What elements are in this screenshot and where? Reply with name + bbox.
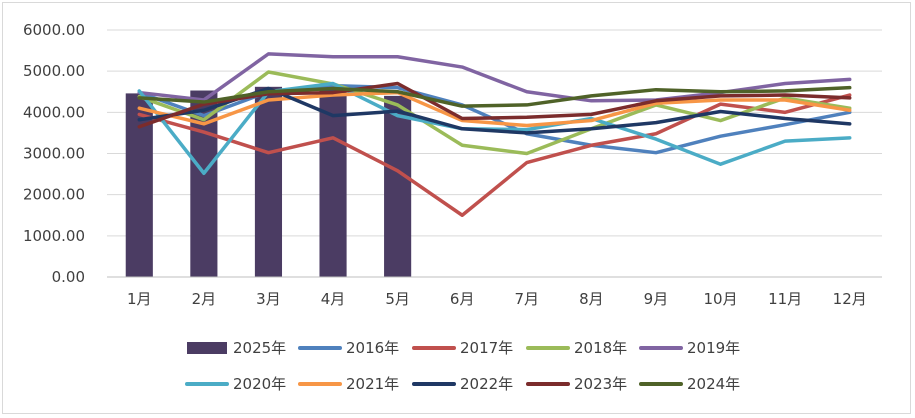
legend-label: 2025年 <box>233 339 286 357</box>
x-tick-label: 9月 <box>644 290 669 308</box>
legend-label: 2023年 <box>574 375 627 393</box>
legend-label: 2017年 <box>460 339 513 357</box>
series-line <box>137 93 852 217</box>
bar <box>384 95 412 277</box>
x-tick-label: 7月 <box>515 290 540 308</box>
line-series-group <box>137 52 852 217</box>
x-tick-label: 5月 <box>385 290 410 308</box>
legend-label: 2021年 <box>346 375 399 393</box>
bar <box>254 86 283 277</box>
x-tick-label: 1月 <box>127 290 152 308</box>
legend-label: 2024年 <box>687 375 740 393</box>
legend-label: 2019年 <box>687 339 740 357</box>
grid-lines <box>107 29 882 237</box>
x-tick-labels: 1月 2月 3月 4月 5月 6月 7月 8月 9月 10月 11月 12月 <box>127 290 867 308</box>
y-tick-label: 6000.00 <box>23 21 85 39</box>
x-tick-label: 3月 <box>256 290 281 308</box>
y-tick-label: 3000.00 <box>23 145 85 163</box>
legend-label: 2016年 <box>346 339 399 357</box>
x-tick-label: 6月 <box>450 290 475 308</box>
series-line <box>137 85 852 108</box>
legend-label: 2022年 <box>460 375 513 393</box>
series-line <box>137 81 852 129</box>
y-tick-label: 2000.00 <box>23 186 85 204</box>
y-tick-label: 4000.00 <box>23 103 85 121</box>
legend-swatch <box>187 342 227 354</box>
series-line <box>137 70 852 156</box>
bar <box>319 87 347 277</box>
x-tick-label: 4月 <box>321 290 346 308</box>
legend: 2025年 2016年 2017年 2018年 2019年 2020年 2021年 2022年… <box>185 339 740 393</box>
x-tick-label: 10月 <box>703 290 737 308</box>
legend-label: 2018年 <box>574 339 627 357</box>
x-tick-label: 11月 <box>768 290 802 308</box>
y-tick-label: 5000.00 <box>23 62 85 80</box>
legend-label: 2020年 <box>233 375 286 393</box>
x-tick-label: 2月 <box>192 290 217 308</box>
y-tick-label: 1000.00 <box>23 227 85 245</box>
x-tick-label: 8月 <box>579 290 604 308</box>
x-tick-label: 12月 <box>833 290 867 308</box>
y-tick-labels: 0.00 1000.00 2000.00 3000.00 4000.00 5000.00 6… <box>23 21 85 286</box>
series-line <box>137 90 852 128</box>
y-tick-label: 0.00 <box>52 268 85 286</box>
